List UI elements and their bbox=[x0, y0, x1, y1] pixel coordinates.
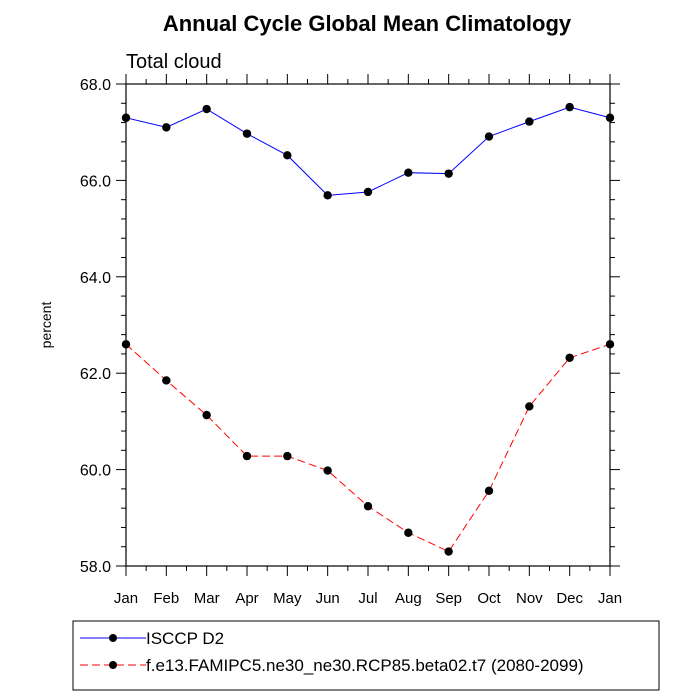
y-tick-label: 58.0 bbox=[80, 559, 111, 576]
x-tick-labels: Jan Feb Mar Apr May Jun Jul Aug Sep Oct Nov Dec Jan bbox=[114, 590, 622, 607]
x-tick-label: Jun bbox=[316, 590, 340, 607]
series-line-0 bbox=[125, 106, 611, 196]
x-tick-label: Jul bbox=[358, 590, 377, 607]
legend-item-isccp: ISCCP D2 bbox=[80, 629, 224, 648]
x-tick-label: Aug bbox=[395, 590, 422, 607]
data-point-1-10 bbox=[525, 402, 534, 411]
data-point-0-8 bbox=[444, 169, 453, 178]
data-point-0-10 bbox=[525, 117, 534, 126]
data-point-0-7 bbox=[404, 168, 413, 177]
data-point-1-7 bbox=[404, 528, 413, 537]
data-point-1-6 bbox=[363, 502, 373, 511]
plot-frame bbox=[125, 83, 611, 567]
data-point-0-4 bbox=[283, 151, 292, 160]
legend-label-model: f.e13.FAMIPC5.ne30_ne30.RCP85.beta02.t7 … bbox=[146, 656, 584, 675]
x-tick-label: Nov bbox=[516, 590, 543, 607]
data-point-1-5 bbox=[323, 466, 332, 475]
x-tick-label: May bbox=[273, 590, 302, 607]
x-tick-label: Oct bbox=[477, 590, 501, 607]
data-point-0-2 bbox=[202, 104, 211, 114]
data-point-0-3 bbox=[242, 129, 252, 138]
chart-title: Annual Cycle Global Mean Climatology bbox=[163, 11, 572, 36]
series-lines bbox=[125, 106, 611, 553]
data-point-0-6 bbox=[363, 187, 373, 197]
data-point-1-4 bbox=[283, 451, 292, 461]
data-point-1-2 bbox=[202, 410, 211, 420]
y-tick-label: 60.0 bbox=[80, 463, 111, 480]
legend-item-model: f.e13.FAMIPC5.ne30_ne30.RCP85.beta02.t7 … bbox=[80, 656, 584, 675]
data-point-1-8 bbox=[444, 547, 453, 556]
x-tick-label: Mar bbox=[194, 590, 220, 607]
x-tick-label: Feb bbox=[153, 590, 179, 607]
y-axis-label: percent bbox=[38, 302, 54, 349]
x-tick-label: Jan bbox=[114, 590, 138, 607]
data-point-1-9 bbox=[484, 486, 494, 496]
x-tick-label: Apr bbox=[235, 590, 258, 607]
data-point-0-11 bbox=[565, 102, 574, 112]
legend-label-isccp: ISCCP D2 bbox=[146, 629, 224, 648]
series-line-1 bbox=[125, 343, 611, 553]
y-tick-label: 64.0 bbox=[80, 270, 111, 287]
axis-ticks bbox=[116, 74, 620, 576]
y-tick-label: 66.0 bbox=[80, 173, 111, 190]
data-point-1-3 bbox=[242, 451, 252, 461]
data-point-0-9 bbox=[484, 132, 494, 141]
legend-marker-model bbox=[109, 661, 117, 669]
series-points bbox=[121, 102, 615, 556]
y-tick-label: 62.0 bbox=[80, 366, 111, 383]
x-tick-label: Dec bbox=[556, 590, 583, 607]
data-point-1-11 bbox=[565, 353, 574, 362]
legend-marker-isccp bbox=[109, 634, 117, 642]
y-tick-labels: 58.0 60.0 62.0 64.0 66.0 68.0 bbox=[80, 77, 111, 576]
data-point-0-1 bbox=[162, 123, 171, 132]
x-tick-label: Sep bbox=[435, 590, 462, 607]
chart-subtitle: Total cloud bbox=[126, 51, 222, 73]
legend: ISCCP D2 f.e13.FAMIPC5.ne30_ne30.RCP85.b… bbox=[72, 620, 660, 691]
data-point-1-1 bbox=[162, 376, 171, 385]
legend-box bbox=[72, 620, 660, 691]
x-tick-label: Jan bbox=[598, 590, 622, 607]
data-point-0-5 bbox=[323, 191, 332, 200]
y-tick-label: 68.0 bbox=[80, 77, 111, 94]
